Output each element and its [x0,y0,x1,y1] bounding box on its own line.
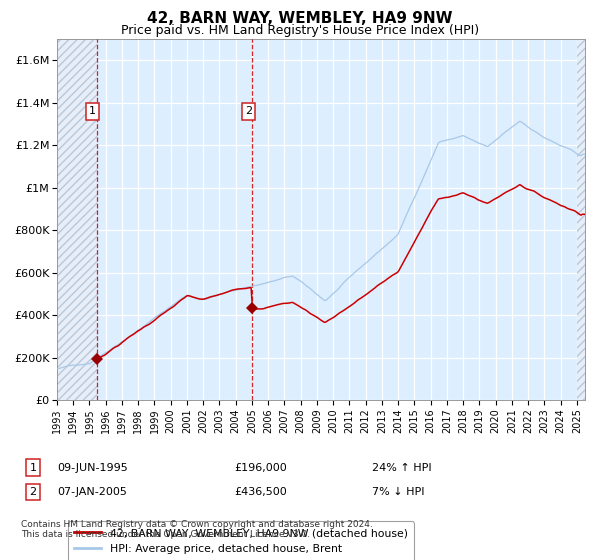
Text: £196,000: £196,000 [234,463,287,473]
Text: Contains HM Land Registry data © Crown copyright and database right 2024.
This d: Contains HM Land Registry data © Crown c… [21,520,373,539]
Text: 07-JAN-2005: 07-JAN-2005 [57,487,127,497]
Text: 2: 2 [29,487,37,497]
Text: £436,500: £436,500 [234,487,287,497]
Legend: 42, BARN WAY, WEMBLEY, HA9 9NW (detached house), HPI: Average price, detached ho: 42, BARN WAY, WEMBLEY, HA9 9NW (detached… [68,521,415,560]
Text: 7% ↓ HPI: 7% ↓ HPI [372,487,425,497]
Text: 09-JUN-1995: 09-JUN-1995 [57,463,128,473]
Text: 1: 1 [29,463,37,473]
Text: 42, BARN WAY, WEMBLEY, HA9 9NW: 42, BARN WAY, WEMBLEY, HA9 9NW [147,11,453,26]
Bar [577,39,585,400]
Text: 1: 1 [89,106,96,116]
Text: Price paid vs. HM Land Registry's House Price Index (HPI): Price paid vs. HM Land Registry's House … [121,24,479,36]
Bar [57,39,97,400]
Text: 2: 2 [245,106,252,116]
Text: 24% ↑ HPI: 24% ↑ HPI [372,463,431,473]
